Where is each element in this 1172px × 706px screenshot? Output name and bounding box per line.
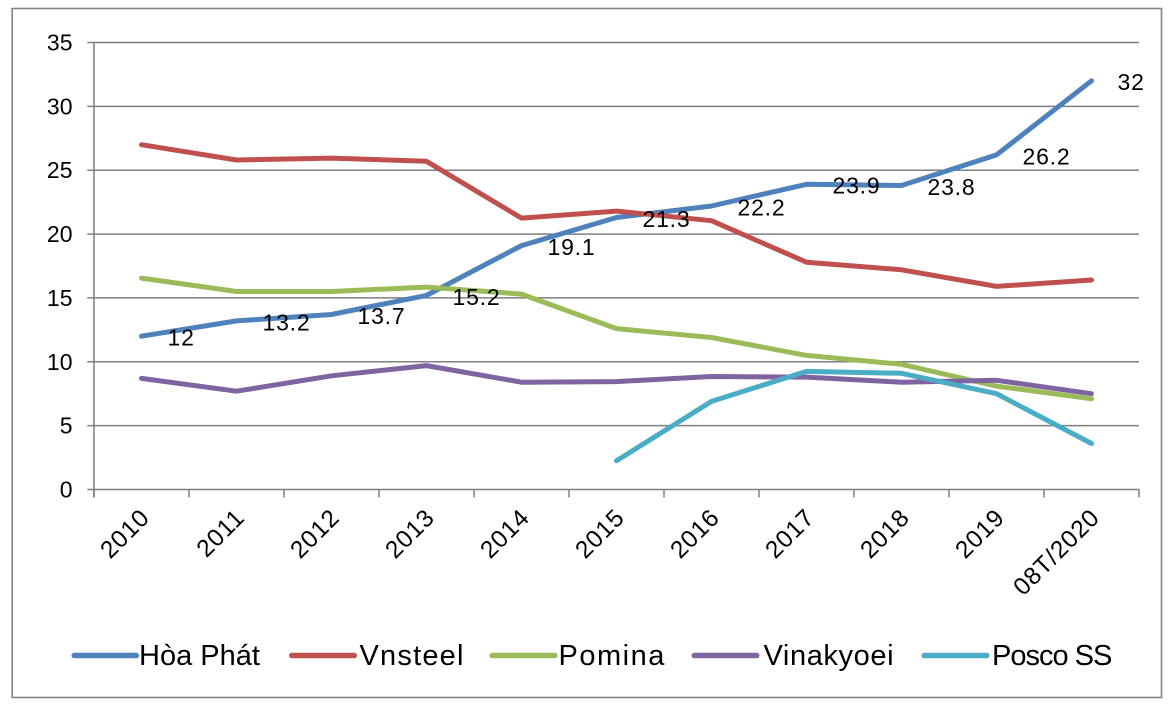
svg-text:21.3: 21.3	[643, 206, 691, 232]
svg-text:15.2: 15.2	[453, 284, 501, 310]
svg-text:23.8: 23.8	[928, 174, 976, 200]
svg-text:32: 32	[1118, 69, 1145, 95]
svg-text:Hòa Phát: Hòa Phát	[139, 640, 260, 672]
svg-text:25: 25	[47, 157, 73, 183]
svg-text:15: 15	[47, 285, 73, 311]
svg-text:10: 10	[47, 349, 73, 375]
svg-text:23.9: 23.9	[833, 173, 881, 199]
svg-text:Vnsteel: Vnsteel	[360, 640, 465, 672]
svg-text:Posco SS: Posco SS	[992, 640, 1112, 672]
svg-text:19.1: 19.1	[548, 234, 596, 260]
svg-text:0: 0	[60, 477, 73, 503]
svg-text:35: 35	[47, 30, 73, 56]
svg-text:Pomina: Pomina	[559, 640, 666, 672]
svg-text:30: 30	[47, 93, 73, 119]
svg-text:22.2: 22.2	[738, 194, 786, 220]
svg-text:13.2: 13.2	[263, 309, 311, 335]
svg-text:13.7: 13.7	[358, 303, 406, 329]
svg-text:20: 20	[47, 221, 73, 247]
svg-text:Vinakyoei: Vinakyoei	[764, 640, 895, 672]
svg-text:5: 5	[60, 413, 73, 439]
svg-text:26.2: 26.2	[1023, 143, 1071, 169]
svg-text:12: 12	[168, 325, 195, 351]
